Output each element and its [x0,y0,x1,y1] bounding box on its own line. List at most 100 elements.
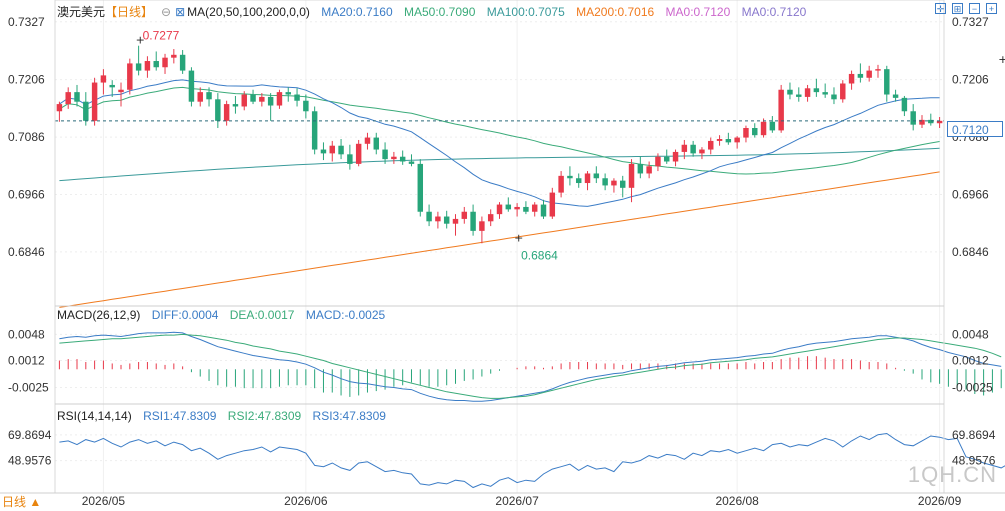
candle-body [215,99,221,121]
candle-body [523,206,529,212]
price-axis-tick-left: 0.7206 [8,73,45,87]
candle-body [593,173,600,179]
candle-body [584,173,591,184]
ma50-value: MA50:0.7090 [403,5,476,19]
period-switch[interactable]: 日线 ▲ [2,495,42,509]
ma-label: MA(20,50,100,200,0,0) [187,5,310,19]
candle-body [232,104,239,107]
macd-header: MACD(26,12,9) DIFF:0.0004 DEA:0.0017 MAC… [57,308,393,322]
candle-body [575,178,582,184]
period-label[interactable]: 【日线】 [105,5,154,19]
candle-body [91,82,98,121]
candle-body [681,144,688,152]
chart-type-icon[interactable]: ⊠ [175,5,186,19]
minus-icon[interactable]: − [969,3,980,14]
candle-body [206,92,212,100]
candle-body [303,100,309,112]
candle-body [153,61,159,68]
candle-body [655,156,661,167]
candle-body [716,139,723,141]
macd-diff: DIFF:0.0004 [151,308,219,322]
extreme-label: 0.7277 [143,29,180,43]
candle-body [162,57,168,68]
macd-axis-tick-left: -0.0025 [8,380,49,394]
candle-body [320,149,327,154]
candle-body [637,163,644,174]
candle-body [734,137,740,143]
macd-axis-tick-right: -0.0025 [952,380,993,394]
candle-body [426,211,432,222]
candle-body [311,111,318,150]
candle-body [452,218,459,224]
macd-dea: DEA:0.0017 [229,308,295,322]
price-axis-tick-left: 0.7327 [8,15,45,29]
candle-body [100,75,107,83]
candle-body [514,206,520,210]
rsi-axis-tick-right: 69.8694 [952,428,996,442]
candle-body [417,163,424,212]
candle-body [338,145,344,155]
ma200-line [59,171,940,308]
price-axis-tick-right: 0.7206 [952,73,989,87]
candle-body [179,54,186,71]
candle-body [267,96,274,106]
candle-body [109,84,115,88]
rsi-axis-tick-left: 69.8694 [8,428,52,442]
candle-body [223,104,230,121]
candle-body [866,70,872,78]
zoom-icon[interactable]: ⊞ [952,3,963,14]
rsi-axis-tick-left: 48.9576 [8,454,52,468]
candle-body [892,94,899,98]
extreme-label: 0.6864 [521,248,558,262]
extreme-marker: + [998,53,1005,66]
candle-body [752,128,758,136]
candle-body [936,120,943,124]
crosshair-icon[interactable]: ✛ [935,3,946,14]
ma0b-value: MA0:0.7120 [741,5,807,19]
candle-body [840,83,846,100]
candle-body [602,178,608,186]
candle-body [611,180,617,186]
ma50-line [59,86,940,175]
settings-icon[interactable]: ⊖ [161,5,172,19]
candle-body [725,139,732,143]
price-axis-tick-left: 0.6846 [8,245,45,259]
candle-body [813,88,820,93]
candle-body [628,163,635,188]
candle-body [646,166,652,174]
macd-label: MACD(26,12,9) [57,308,141,322]
rsi3-value: RSI3:47.8309 [312,409,386,423]
candle-body [144,61,151,71]
candle-body [135,63,142,71]
candle-body [769,121,776,131]
candle-body [664,156,670,162]
candle-body [294,94,300,101]
candle-body [171,54,177,58]
candle-body [56,104,63,112]
candle-body [901,97,908,112]
main-indicator-header: 澳元美元【日线】 ⊖ ⊠ MA(20,50,100,200,0,0) MA20:0.7… [57,3,814,19]
candle-body [197,92,203,102]
candle-body [250,94,256,102]
candle-body [276,92,283,106]
chart-toolbar: ✛ ⊞ − + [935,3,997,14]
time-axis-tick: 2026/05 [82,494,126,508]
price-axis-tick-left: 0.6966 [8,188,45,202]
candle-body [505,204,512,210]
rsi1-value: RSI1:47.8309 [143,409,217,423]
candle-body [531,204,538,212]
macd-diff-line [59,331,1002,402]
candle-body [347,154,353,164]
ma20-value: MA20:0.7160 [321,5,393,19]
plus-icon[interactable]: + [986,3,997,14]
candle-body [804,88,811,97]
candle-body [127,63,133,90]
candle-body [884,69,890,95]
macd-axis-tick-right: 0.0012 [952,354,989,368]
candle-body [443,216,450,224]
current-price-tag: 0.7120 [947,121,1003,137]
ma20-line [59,79,940,207]
macd-axis-tick-left: 0.0012 [8,354,45,368]
